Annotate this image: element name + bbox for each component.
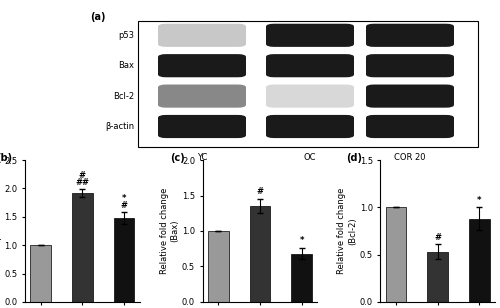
Text: #: # (434, 233, 441, 242)
FancyBboxPatch shape (138, 21, 478, 147)
Text: *: * (477, 197, 482, 205)
Bar (386, 207, 406, 302)
Text: OC: OC (304, 152, 316, 162)
Text: #: # (120, 201, 128, 210)
Text: (a): (a) (90, 12, 106, 22)
Text: p53: p53 (118, 31, 134, 40)
Text: ##: ## (76, 178, 90, 187)
Text: Bax: Bax (118, 61, 134, 70)
Bar (292, 254, 312, 302)
FancyBboxPatch shape (366, 115, 454, 138)
Text: *: * (122, 194, 126, 203)
Bar (250, 206, 270, 302)
FancyBboxPatch shape (266, 24, 354, 47)
Text: β-actin: β-actin (105, 122, 134, 131)
Text: (b): (b) (0, 153, 12, 163)
Text: *: * (300, 236, 304, 245)
FancyBboxPatch shape (266, 115, 354, 138)
FancyBboxPatch shape (266, 54, 354, 77)
Text: #: # (79, 171, 86, 180)
FancyBboxPatch shape (266, 84, 354, 108)
Text: YC: YC (197, 152, 207, 162)
Text: COR 20: COR 20 (394, 152, 426, 162)
Bar (428, 252, 448, 302)
Text: Bcl-2: Bcl-2 (113, 91, 134, 101)
FancyBboxPatch shape (158, 24, 246, 47)
Y-axis label: Relative fold change
(p53): Relative fold change (p53) (0, 188, 2, 274)
Bar (208, 231, 229, 302)
Bar (72, 193, 92, 302)
Bar (30, 245, 51, 302)
Y-axis label: Relative fold change
(Bcl-2): Relative fold change (Bcl-2) (338, 188, 357, 274)
Bar (469, 219, 490, 302)
FancyBboxPatch shape (158, 115, 246, 138)
Text: (d): (d) (346, 153, 362, 163)
Y-axis label: Relative fold change
(Bax): Relative fold change (Bax) (160, 188, 179, 274)
Bar (114, 218, 134, 302)
FancyBboxPatch shape (366, 54, 454, 77)
Text: (c): (c) (170, 153, 186, 163)
FancyBboxPatch shape (366, 24, 454, 47)
FancyBboxPatch shape (158, 84, 246, 108)
FancyBboxPatch shape (366, 84, 454, 108)
Text: #: # (256, 187, 264, 196)
FancyBboxPatch shape (158, 54, 246, 77)
